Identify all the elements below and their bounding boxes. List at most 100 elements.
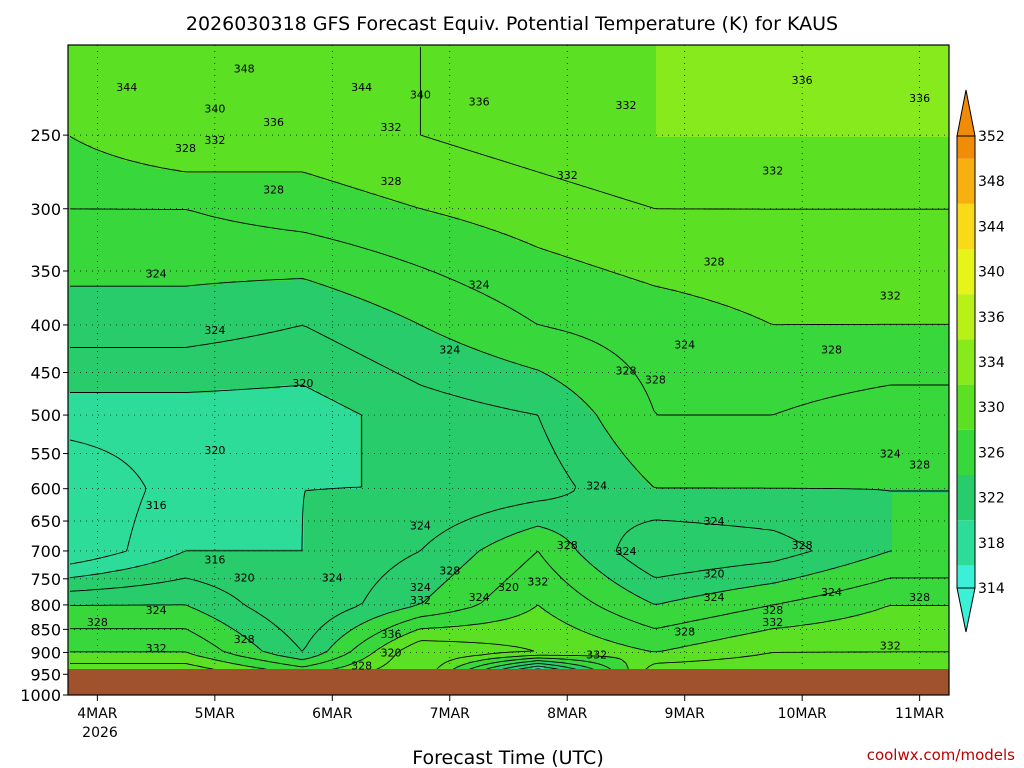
field-cell bbox=[620, 53, 625, 58]
field-cell bbox=[672, 113, 677, 118]
field-cell bbox=[268, 109, 273, 114]
field-cell bbox=[324, 77, 329, 82]
field-cell bbox=[356, 129, 361, 134]
field-cell bbox=[684, 81, 689, 86]
field-cell bbox=[648, 57, 653, 62]
field-cell bbox=[472, 121, 477, 126]
field-cell bbox=[936, 49, 941, 54]
field-cell bbox=[500, 93, 505, 98]
field-cell bbox=[332, 105, 337, 110]
field-cell bbox=[808, 69, 813, 74]
field-cell bbox=[332, 113, 337, 118]
field-cell bbox=[264, 101, 269, 106]
field-cell bbox=[304, 113, 309, 118]
field-cell bbox=[900, 81, 905, 86]
field-cell bbox=[732, 85, 737, 90]
field-cell bbox=[468, 49, 473, 54]
field-cell bbox=[656, 105, 661, 110]
field-cell bbox=[396, 113, 401, 118]
field-cell bbox=[576, 109, 581, 114]
field-cell bbox=[624, 61, 629, 66]
field-cell bbox=[96, 53, 101, 58]
field-cell bbox=[292, 105, 297, 110]
field-cell bbox=[144, 53, 149, 58]
field-cell bbox=[504, 57, 509, 62]
field-cell bbox=[412, 53, 417, 58]
field-cell bbox=[416, 105, 421, 110]
field-cell bbox=[252, 81, 257, 86]
field-cell bbox=[112, 69, 117, 74]
field-cell bbox=[628, 65, 633, 70]
field-cell bbox=[156, 85, 161, 90]
field-cell bbox=[632, 101, 637, 106]
field-cell bbox=[348, 125, 353, 130]
field-cell bbox=[532, 53, 537, 58]
field-cell bbox=[656, 65, 661, 70]
field-cell bbox=[288, 97, 293, 102]
field-cell bbox=[844, 125, 849, 130]
field-cell bbox=[236, 49, 241, 54]
field-cell bbox=[944, 69, 949, 74]
field-cell bbox=[848, 57, 853, 62]
field-cell bbox=[796, 73, 801, 78]
field-cell bbox=[644, 113, 649, 118]
field-cell bbox=[764, 113, 769, 118]
field-cell bbox=[492, 89, 497, 94]
field-cell bbox=[380, 73, 385, 78]
field-cell bbox=[340, 133, 345, 138]
field-cell bbox=[824, 117, 829, 122]
field-cell bbox=[872, 77, 877, 82]
field-cell bbox=[388, 109, 393, 114]
field-cell bbox=[832, 105, 837, 110]
field-cell bbox=[468, 73, 473, 78]
field-cell bbox=[868, 109, 873, 114]
field-cell bbox=[876, 61, 881, 66]
field-cell bbox=[740, 45, 745, 50]
field-cell bbox=[840, 93, 845, 98]
field-cell bbox=[296, 121, 301, 126]
field-cell bbox=[432, 117, 437, 122]
field-cell bbox=[752, 69, 757, 74]
field-cell bbox=[848, 101, 853, 106]
field-cell bbox=[460, 113, 465, 118]
field-cell bbox=[408, 125, 413, 130]
field-cell bbox=[380, 57, 385, 62]
field-cell bbox=[488, 129, 493, 134]
field-cell bbox=[360, 77, 365, 82]
field-cell bbox=[884, 77, 889, 82]
field-cell bbox=[420, 53, 425, 58]
field-cell bbox=[188, 121, 193, 126]
field-cell bbox=[328, 93, 333, 98]
field-cell bbox=[476, 57, 481, 62]
field-cell bbox=[136, 85, 141, 90]
field-cell bbox=[392, 109, 397, 114]
field-cell bbox=[144, 61, 149, 66]
field-cell bbox=[696, 77, 701, 82]
field-cell bbox=[528, 65, 533, 70]
field-cell bbox=[620, 125, 625, 130]
field-cell bbox=[468, 97, 473, 102]
field-cell bbox=[148, 117, 153, 122]
field-cell bbox=[932, 125, 937, 130]
field-cell bbox=[160, 105, 165, 110]
field-cell bbox=[204, 109, 209, 114]
field-cell bbox=[248, 121, 253, 126]
field-cell bbox=[844, 105, 849, 110]
field-cell bbox=[604, 45, 609, 50]
field-cell bbox=[928, 129, 933, 134]
field-cell bbox=[580, 125, 585, 130]
field-cell bbox=[864, 129, 869, 134]
field-cell bbox=[96, 61, 101, 66]
field-cell bbox=[68, 77, 73, 82]
field-cell bbox=[248, 105, 253, 110]
field-cell bbox=[796, 101, 801, 106]
field-cell bbox=[316, 49, 321, 54]
field-cell bbox=[512, 105, 517, 110]
field-cell bbox=[96, 69, 101, 74]
field-cell bbox=[324, 89, 329, 94]
field-cell bbox=[728, 117, 733, 122]
field-cell bbox=[892, 125, 897, 130]
field-cell bbox=[508, 65, 513, 70]
field-cell bbox=[512, 117, 517, 122]
field-cell bbox=[132, 49, 137, 54]
